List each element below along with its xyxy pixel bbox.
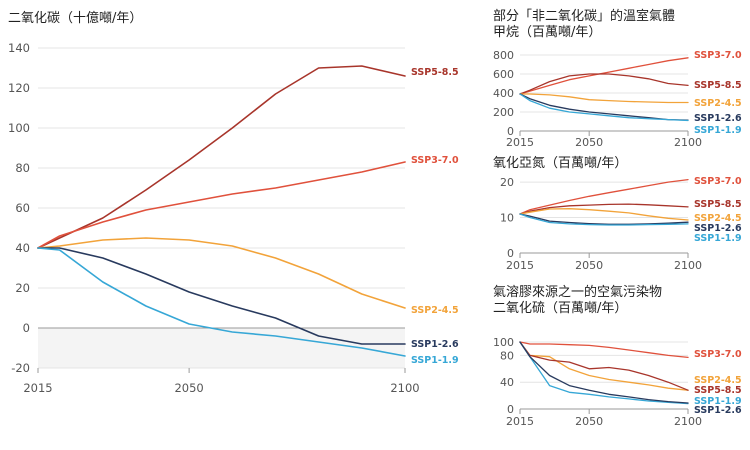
negative-region-shade — [38, 328, 405, 368]
x-tick-label: 2100 — [390, 381, 419, 395]
series-label-ssp119: SSP1-1.9 — [694, 396, 742, 407]
y-tick-label: 80 — [500, 349, 514, 362]
series-label-ssp245: SSP2-4.5 — [694, 98, 742, 109]
y-tick-label: 10 — [500, 212, 514, 225]
series-label-ssp370: SSP3-7.0 — [411, 155, 459, 166]
series-line-ssp119 — [37, 247, 406, 357]
series-label-ssp245: SSP2-4.5 — [694, 375, 742, 386]
series-line-ssp585 — [519, 203, 689, 215]
y-tick-label: 100 — [8, 121, 30, 135]
y-tick-label: 0 — [507, 247, 514, 260]
series-line-ssp585 — [519, 341, 689, 391]
y-tick-label: 120 — [8, 81, 30, 95]
series-label-ssp126: SSP1-2.6 — [694, 223, 742, 234]
series-label-ssp370: SSP3-7.0 — [694, 176, 742, 187]
series-label-ssp245: SSP2-4.5 — [694, 213, 742, 224]
series-label-ssp585: SSP5-8.5 — [694, 80, 742, 91]
series-label-ssp585: SSP5-8.5 — [694, 385, 742, 396]
series-label-ssp119: SSP1-1.9 — [694, 125, 742, 136]
chart-title: 部分「非二氧化碳」的溫室氣體 — [493, 8, 675, 24]
y-tick-label: 0 — [507, 125, 514, 138]
y-tick-label: 40 — [15, 241, 30, 255]
y-tick-label: -20 — [11, 361, 30, 375]
x-tick-label: 2015 — [506, 259, 534, 272]
x-tick-label: 2050 — [174, 381, 203, 395]
series-line-ssp370 — [519, 57, 689, 95]
y-tick-label: 200 — [493, 106, 514, 119]
chart-title: 二氧化碳（十億噸/年） — [8, 10, 142, 26]
series-label-ssp585: SSP5-8.5 — [694, 199, 742, 210]
series-line-ssp119 — [519, 341, 689, 405]
series-label-ssp126: SSP1-2.6 — [411, 339, 459, 350]
series-line-ssp126 — [519, 213, 689, 225]
chart-title: 氧化亞氮（百萬噸/年） — [493, 156, 627, 171]
y-tick-label: 140 — [8, 41, 30, 55]
chart-title: 氣溶膠來源之一的空氣污染物 — [493, 284, 662, 300]
x-tick-label: 2050 — [575, 415, 603, 428]
y-tick-label: 80 — [15, 161, 30, 175]
x-tick-label: 2050 — [575, 259, 603, 272]
series-label-ssp370: SSP3-7.0 — [694, 50, 742, 61]
series-label-ssp126: SSP1-2.6 — [694, 405, 742, 416]
x-tick-label: 2050 — [575, 136, 603, 149]
chart-co2: 二氧化碳（十億噸/年） 140 120 100 80 60 40 20 0 -20 2015 2050… — [8, 10, 459, 395]
series-label-ssp370: SSP3-7.0 — [694, 349, 742, 360]
y-tick-label: 40 — [500, 376, 514, 389]
series-label-ssp126: SSP1-2.6 — [694, 113, 742, 124]
y-tick-label: 400 — [493, 87, 514, 100]
y-tick-label: 100 — [493, 336, 514, 349]
series-label-ssp245: SSP2-4.5 — [411, 305, 459, 316]
series-line-ssp126 — [37, 247, 406, 345]
series-line-ssp585 — [519, 73, 689, 95]
y-tick-label: 60 — [15, 201, 30, 215]
x-tick-label: 2015 — [506, 136, 534, 149]
series-label-ssp585: SSP5-8.5 — [411, 67, 459, 78]
series-line-ssp585 — [37, 65, 406, 249]
series-line-ssp245 — [519, 93, 689, 104]
y-tick-label: 0 — [23, 321, 30, 335]
series-label-ssp119: SSP1-1.9 — [411, 355, 459, 366]
x-tick-label: 2100 — [674, 259, 702, 272]
series-line-ssp119 — [519, 93, 689, 122]
x-tick-label: 2015 — [23, 381, 52, 395]
x-tick-label: 2100 — [674, 415, 702, 428]
series-line-ssp126 — [519, 341, 689, 404]
y-tick-label: 800 — [493, 49, 514, 62]
series-line-ssp245 — [37, 237, 406, 309]
series-line-ssp370 — [519, 341, 689, 359]
y-tick-label: 0 — [507, 403, 514, 416]
series-line-ssp245 — [519, 208, 689, 221]
chart-title: 甲烷（百萬噸/年） — [493, 25, 601, 40]
series-label-ssp119: SSP1-1.9 — [694, 233, 742, 244]
x-tick-label: 2100 — [674, 136, 702, 149]
series-line-ssp370 — [519, 178, 689, 215]
series-line-ssp370 — [37, 161, 406, 249]
x-tick-label: 2015 — [506, 415, 534, 428]
y-tick-label: 20 — [15, 281, 30, 295]
y-tick-label: 600 — [493, 68, 514, 81]
y-tick-label: 20 — [500, 176, 514, 189]
series-line-ssp245 — [519, 341, 689, 391]
chart-title: 二氧化硫（百萬噸/年） — [493, 301, 627, 316]
series-line-ssp119 — [519, 213, 689, 226]
